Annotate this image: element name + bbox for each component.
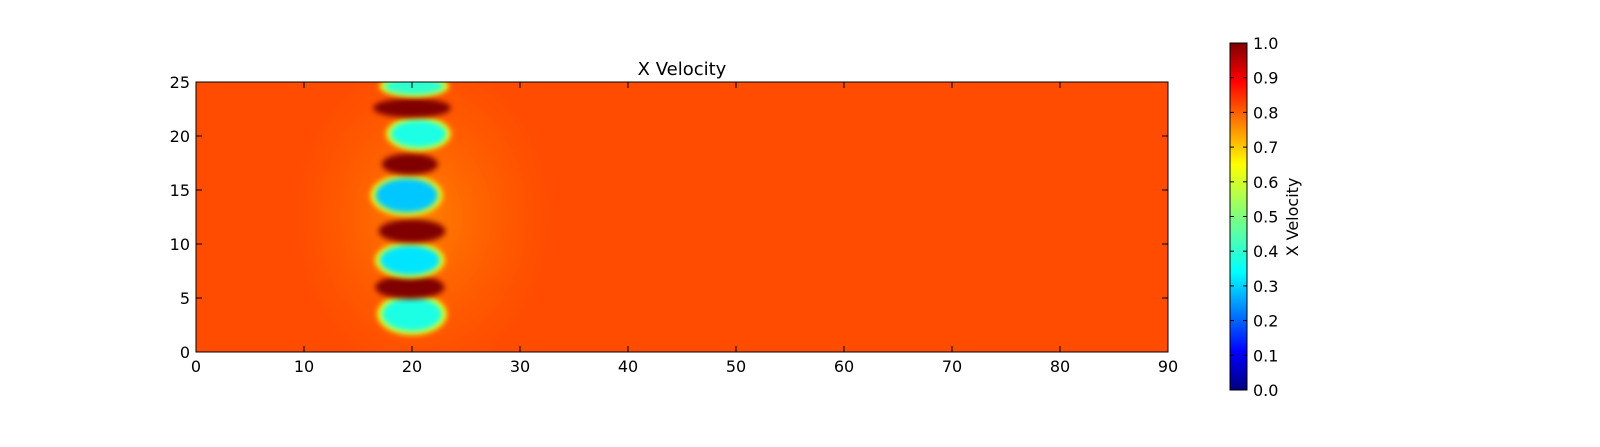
- y-tick-label: 20: [170, 127, 190, 146]
- x-axis: 0 10 20 30 40 50 60 70 80 90: [191, 82, 1178, 376]
- x-tick-label: 70: [942, 357, 962, 376]
- field-features: [293, 82, 553, 352]
- field-blob-low: [383, 82, 445, 95]
- colorbar-tick-label: 0.1: [1253, 346, 1278, 365]
- x-tick-label: 60: [834, 357, 854, 376]
- y-tick-label: 25: [170, 73, 190, 92]
- colorbar-tick-label: 0.5: [1253, 208, 1278, 227]
- y-tick-label: 10: [170, 235, 190, 254]
- colorbar: 0.0 0.1 0.2 0.3 0.4 0.5 0.6 0.7 0.8 0.9 1.0 X Velo…: [1229, 34, 1302, 400]
- colorbar-tick-label: 0.2: [1253, 312, 1278, 331]
- field-blob-high: [375, 275, 445, 300]
- colorbar-tick-label: 0.0: [1253, 381, 1278, 400]
- x-tick-label: 80: [1050, 357, 1070, 376]
- plot-frame: [195, 81, 1169, 353]
- x-tick-label: 40: [618, 357, 638, 376]
- colorbar-tick-label: 1.0: [1253, 34, 1278, 53]
- field-blob-low: [381, 296, 443, 332]
- colorbar-tick-label: 0.6: [1253, 173, 1278, 192]
- colorbar-tick-label: 0.4: [1253, 242, 1278, 261]
- chart-title: X Velocity: [638, 59, 727, 80]
- y-axis: 0 5 10 15 20 25: [170, 73, 1168, 362]
- field-blob-low: [375, 178, 438, 213]
- field-blob-low: [390, 119, 447, 148]
- x-tick-label: 20: [402, 357, 422, 376]
- colorbar-ticks: 0.0 0.1 0.2 0.3 0.4 0.5 0.6 0.7 0.8 0.9 1.0: [1230, 34, 1278, 400]
- x-tick-label: 50: [726, 357, 746, 376]
- y-tick-label: 15: [170, 181, 190, 200]
- colorbar-tick-label: 0.8: [1253, 103, 1278, 122]
- x-tick-label: 10: [294, 357, 314, 376]
- colorbar-tick-label: 0.3: [1253, 277, 1278, 296]
- y-tick-label: 5: [180, 289, 190, 308]
- field-blob-high: [381, 153, 438, 175]
- x-tick-label: 0: [191, 357, 201, 376]
- colorbar-tick-label: 0.7: [1253, 138, 1278, 157]
- field-blob-high: [373, 98, 451, 118]
- x-tick-label: 90: [1158, 357, 1178, 376]
- x-tick-label: 30: [510, 357, 530, 376]
- y-tick-label: 0: [180, 343, 190, 362]
- colorbar-label: X Velocity: [1283, 178, 1302, 257]
- colorbar-tick-label: 0.9: [1253, 69, 1278, 88]
- plot-area: [196, 82, 1168, 352]
- wake-halo: [293, 82, 553, 352]
- field-blob-high: [378, 219, 446, 243]
- field-blob-low: [379, 245, 441, 276]
